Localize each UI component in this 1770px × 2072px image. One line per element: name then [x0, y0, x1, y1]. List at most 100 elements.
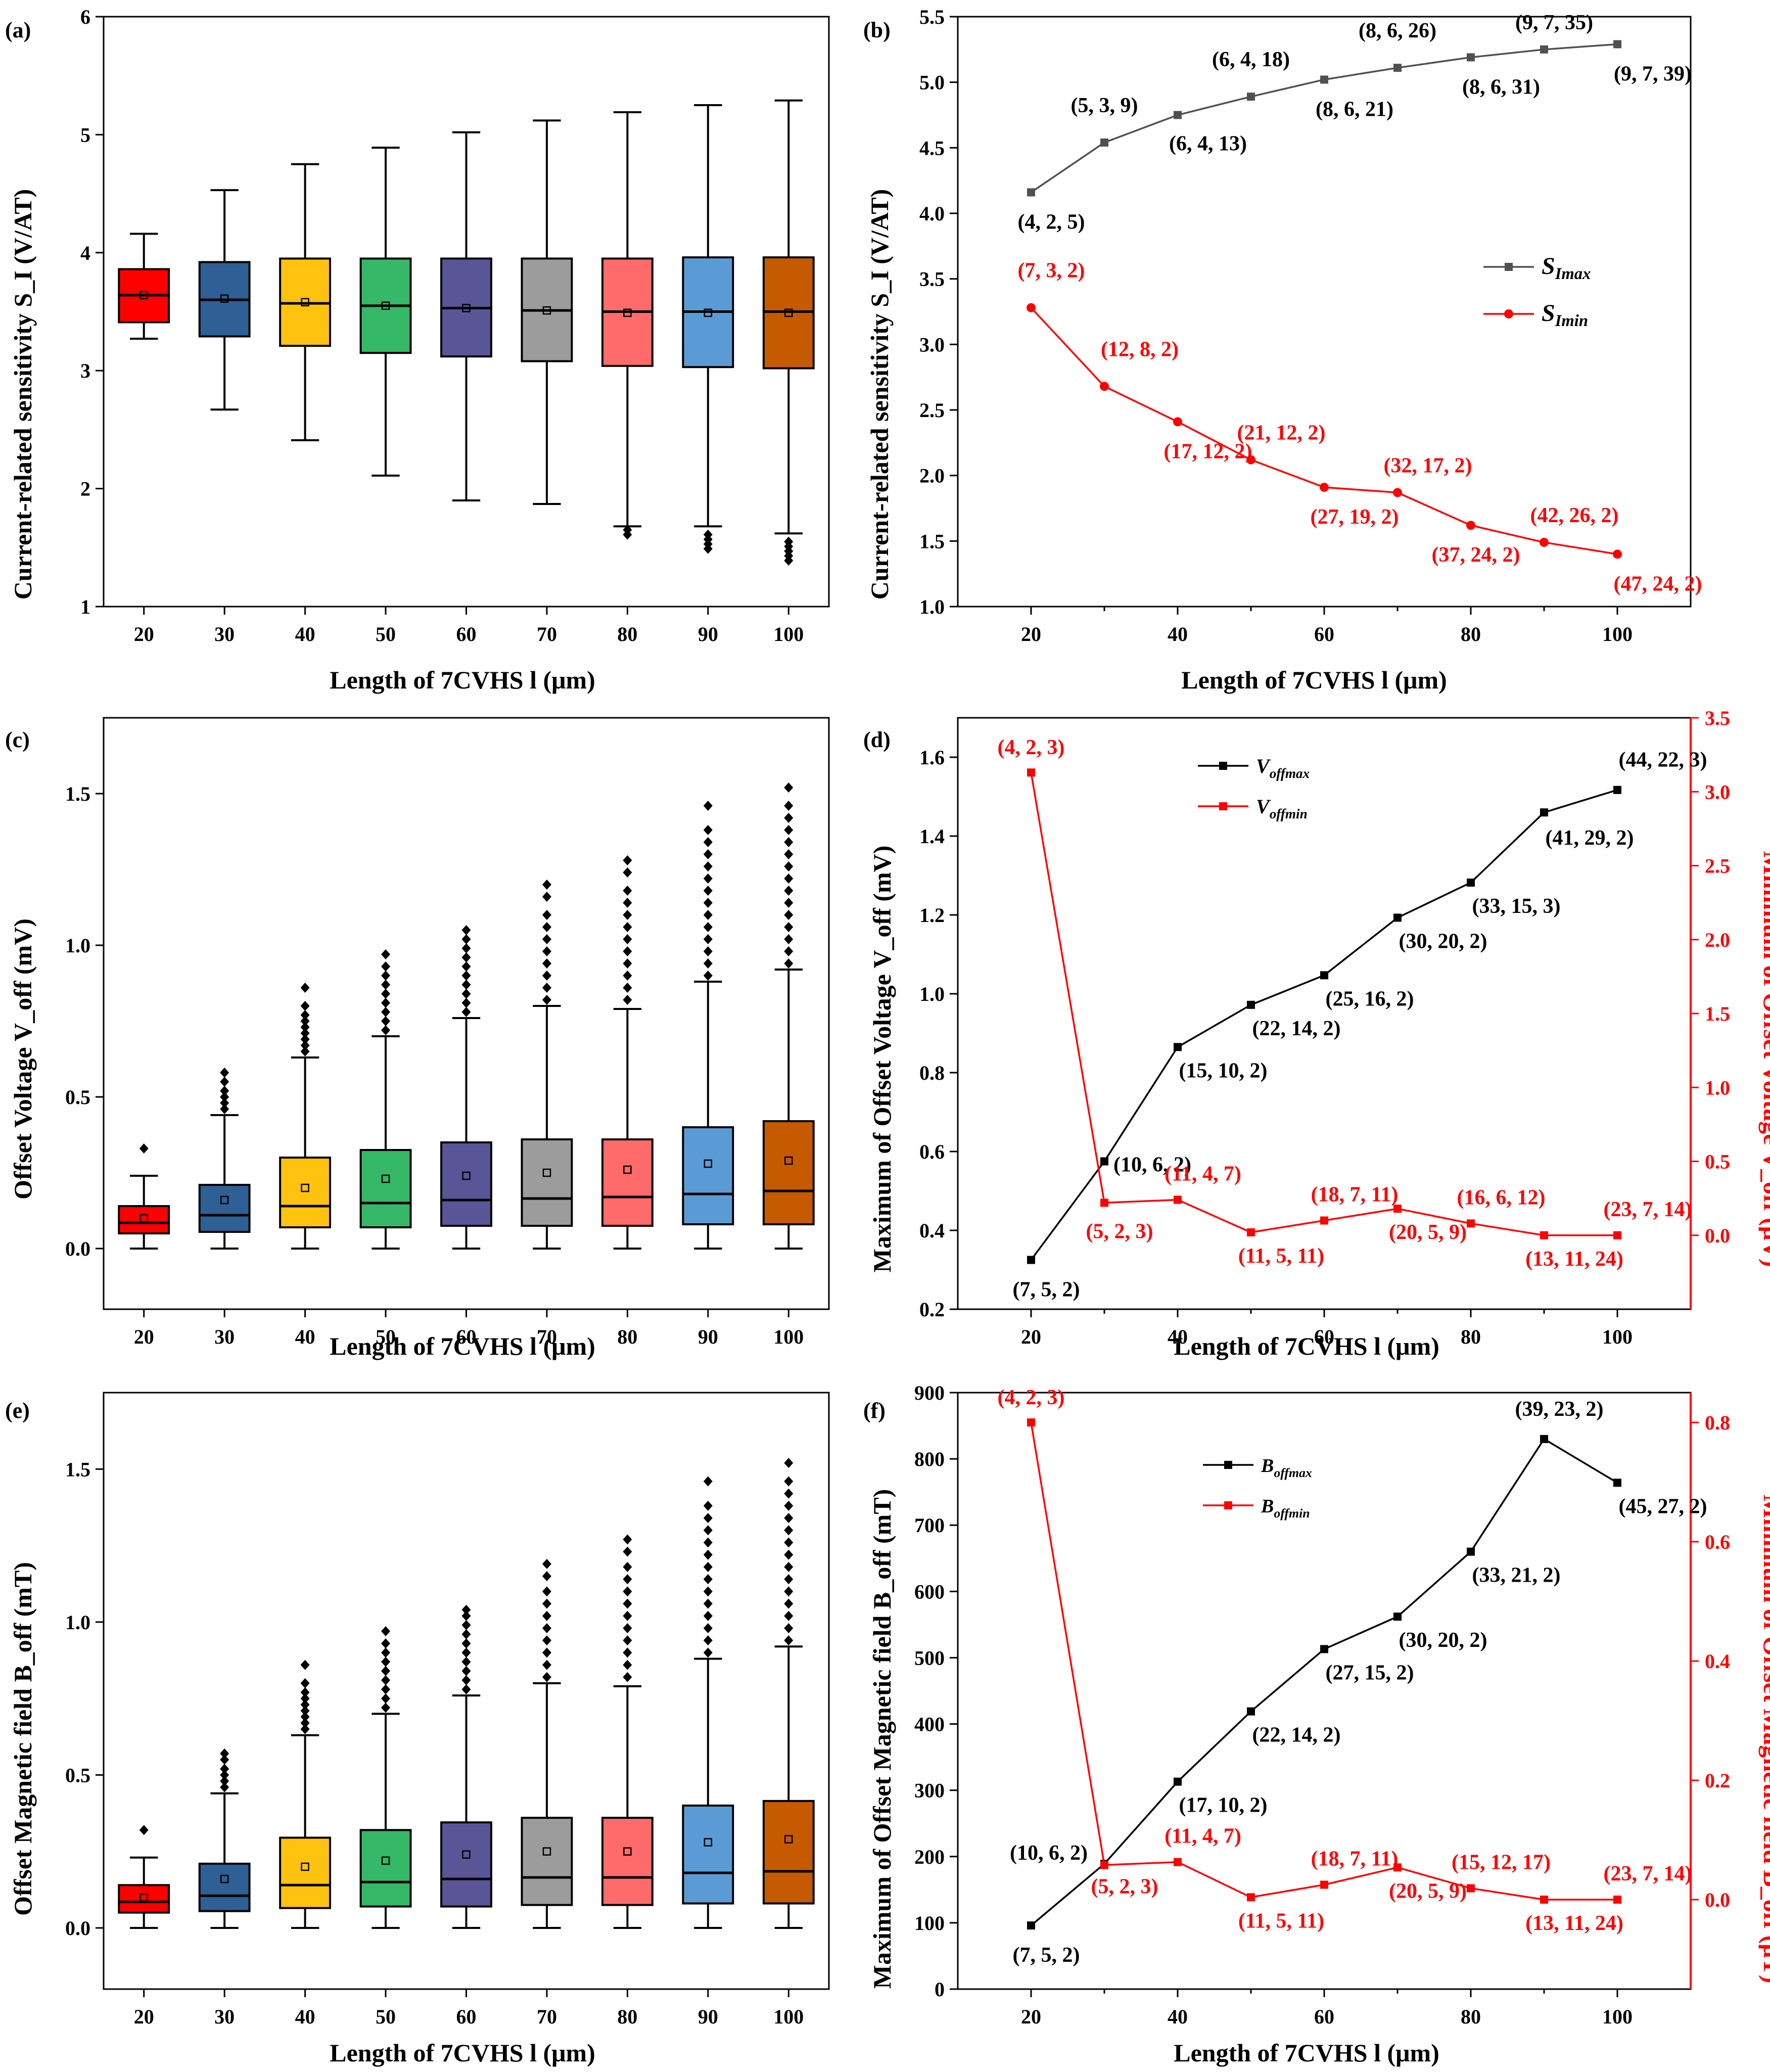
panel-b-point-label: (6, 4, 18)	[1212, 48, 1290, 71]
panel-e-mean	[704, 1838, 713, 1847]
panel-d-ytick-label: 0.6	[919, 1140, 945, 1163]
panel-e-outlier	[220, 1755, 229, 1765]
panel-d-point-label: (16, 6, 12)	[1457, 1186, 1546, 1209]
panel-f-point	[1174, 1858, 1182, 1866]
panel-f-point-label: (17, 10, 2)	[1179, 1794, 1268, 1817]
panel-e-outlier	[703, 1647, 713, 1658]
panel-e-outlier	[784, 1537, 794, 1548]
panel-c-box	[279, 1157, 332, 1228]
panel-e-outlier	[784, 1561, 794, 1572]
panel-c-outlier	[784, 946, 794, 956]
panel-f-xtick-label: 80	[1461, 2005, 1481, 2028]
panel-f-xlabel: Length of 7CVHS l (μm)	[1174, 2039, 1439, 2067]
panel-e-outlier	[542, 1571, 551, 1582]
panel-c-xtick-label: 80	[617, 1325, 637, 1348]
panel-c-outlier	[784, 837, 794, 847]
panel-f-ytick-label: 400	[914, 1713, 945, 1736]
panel-e-outlier	[381, 1693, 391, 1704]
panel-e-outlier	[300, 1706, 310, 1716]
panel-a-xtick-label: 90	[698, 623, 718, 646]
panel-c-outlier	[220, 1098, 229, 1108]
panel-e-box	[682, 1804, 734, 1905]
panel-b-ytick-label: 1.5	[919, 530, 945, 552]
panel-f-point-label: (18, 7, 11)	[1311, 1848, 1399, 1871]
panel-c-outlier	[461, 971, 471, 981]
panel-e-outlier	[461, 1610, 471, 1621]
panel-e-xtick-label: 40	[295, 2005, 315, 2028]
panel-e-xlabel: Length of 7CVHS l (μm)	[330, 2039, 595, 2067]
panel-e-outlier	[542, 1558, 551, 1569]
panel-c-xtick-label: 70	[537, 1325, 557, 1348]
panel-f-point-label: (7, 5, 2)	[1013, 1944, 1080, 1967]
panel-d-point	[1540, 808, 1548, 817]
panel-d-ytick-label: 0.4	[919, 1219, 945, 1242]
panel-e-outlier	[381, 1656, 391, 1667]
panel-e-outlier	[461, 1620, 471, 1630]
panel-c-outlier	[703, 922, 713, 932]
panel-e-xtick-label: 20	[134, 2005, 154, 2028]
panel-c-outlier	[784, 934, 794, 944]
panel-d-point-label: (25, 16, 2)	[1326, 987, 1414, 1010]
panel-b: (b) 20 40 60 80 100 1.0 1.5 2.0 2.5 3.0 3.5 4.0 4.5 5…	[863, 6, 1702, 694]
panel-b-point	[1393, 64, 1402, 72]
panel-a-xlabel: Length of 7CVHS l (μm)	[330, 666, 595, 694]
panel-f-ytick-label: 200	[914, 1846, 945, 1868]
panel-f-legend-label: Boffmin	[1261, 1496, 1310, 1521]
panel-c-outlier	[300, 1010, 310, 1020]
panel-c: (c) 0.0 0.5 1.0 1.5 20 30 40 50 60 70 80 90 100 Leng…	[5, 717, 830, 1360]
panel-e-xtick-label: 60	[456, 2005, 477, 2028]
panel-c-outlier	[461, 1007, 471, 1017]
panel-e: (e) 0.0 0.5 1.0 1.5 20 30 40 50 60 70 80 90 100 Leng…	[5, 1392, 830, 2067]
panel-e-outlier	[703, 1549, 713, 1560]
panel-b-point-label: (4, 2, 5)	[1018, 211, 1085, 234]
panel-c-outlier	[381, 989, 391, 999]
panel-b-point-label: (8, 6, 21)	[1316, 98, 1393, 121]
panel-c-outlier	[623, 934, 632, 944]
panel-f-point-label: (4, 2, 3)	[998, 1386, 1065, 1409]
panel-c-outlier	[542, 983, 551, 993]
panel-e-outlier	[784, 1500, 794, 1511]
panel-e-outlier	[542, 1660, 551, 1670]
panel-c-outlier	[703, 861, 713, 871]
panel-a-xtick-label: 40	[295, 623, 315, 646]
panel-e-outlier	[300, 1724, 310, 1734]
panel-a-ytick-label: 4	[80, 242, 90, 264]
panel-c-outlier	[784, 861, 794, 871]
panel-c-outlier	[381, 1025, 391, 1035]
panel-e-outlier	[300, 1693, 310, 1704]
panel-e-letter: (e)	[5, 1398, 30, 1423]
panel-d-y2tick-label: 1.5	[1705, 1002, 1730, 1025]
panel-e-outlier	[703, 1476, 713, 1487]
panel-c-outlier	[461, 925, 471, 935]
panel-b-ytick-label: 5.5	[919, 6, 945, 28]
panel-e-outlier	[542, 1647, 551, 1658]
panel-c-outlier	[381, 1016, 391, 1026]
panel-c-outlier	[542, 910, 551, 920]
panel-c-letter: (c)	[5, 727, 30, 752]
panel-d-point	[1247, 1000, 1255, 1009]
panel-c-outlier	[300, 1046, 310, 1056]
panel-c-xtick-label: 50	[376, 1325, 396, 1348]
panel-f-point-label: (11, 4, 7)	[1165, 1825, 1241, 1848]
panel-a-xtick-label: 70	[537, 623, 557, 646]
panel-f-xtick-label: 40	[1168, 2005, 1188, 2028]
panel-f-ytick-label: 500	[914, 1646, 945, 1669]
panel-f-ytick-label: 900	[914, 1382, 945, 1404]
panel-e-outlier	[461, 1647, 471, 1658]
panel-c-outlier	[381, 961, 391, 972]
panel-b-xtick-label: 20	[1021, 623, 1041, 646]
panel-c-outlier	[784, 958, 794, 969]
panel-a-mean	[139, 291, 148, 300]
panel-e-ytick-label: 1.5	[65, 1458, 90, 1481]
panel-e-outlier	[623, 1623, 632, 1633]
panel-f-point	[1613, 1479, 1621, 1487]
panel-d-y2tick-label: 0.0	[1705, 1224, 1730, 1247]
panel-b-point	[1613, 40, 1621, 49]
panel-e-outlier	[542, 1672, 551, 1682]
panel-e-outlier	[300, 1687, 310, 1698]
panel-b-point	[1100, 138, 1108, 147]
panel-f-legend-marker	[1224, 1501, 1232, 1509]
panel-c-outlier	[623, 995, 632, 1005]
panel-c-outlier	[300, 1001, 310, 1011]
panel-e-box	[440, 1821, 492, 1908]
